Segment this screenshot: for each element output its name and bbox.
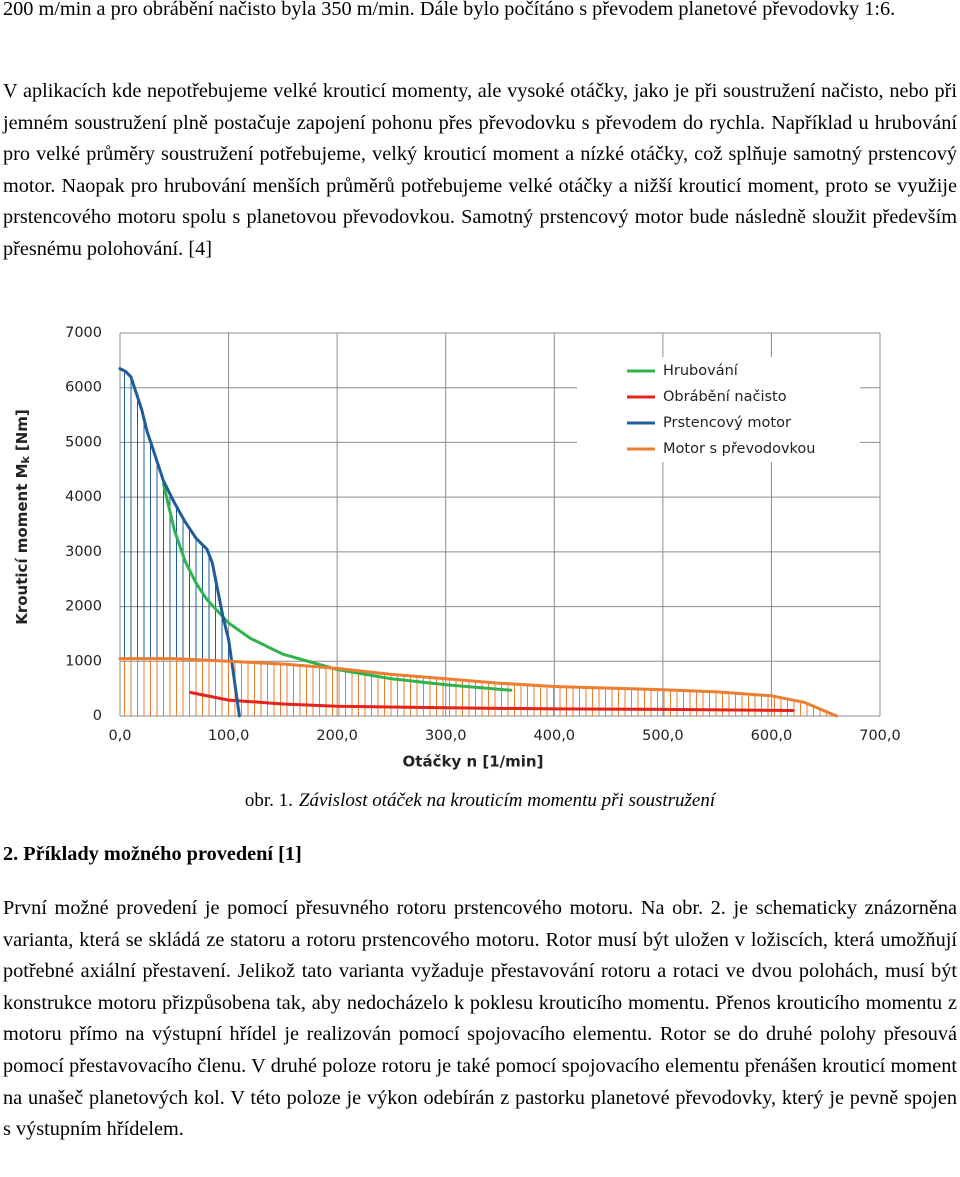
y-tick-label: 2000 [65, 599, 102, 615]
series-line [118, 367, 241, 718]
y-tick-label: 1000 [65, 653, 102, 669]
y-tick-label: 7000 [65, 325, 102, 341]
x-tick-label: 100,0 [208, 728, 250, 744]
legend-label: Obrábění načisto [663, 389, 787, 405]
y-tick-label: 0 [93, 708, 102, 724]
y-axis-title: Krouticí moment Mk [Nm] [13, 409, 33, 625]
y-tick-label: 3000 [65, 544, 102, 560]
series-line [161, 482, 513, 692]
series-line [118, 657, 839, 718]
figure-caption: obr. 1. Závislost otáček na krouticím mom… [0, 790, 960, 812]
y-tick-label: 5000 [65, 434, 102, 450]
x-tick-label: 0,0 [108, 728, 131, 744]
legend-box [577, 357, 860, 462]
legend-label: Hrubování [663, 363, 739, 379]
x-tick-label: 500,0 [642, 728, 684, 744]
y-axis-title-subscript: k [19, 455, 32, 463]
y-tick-label: 6000 [65, 380, 102, 396]
paragraph: 200 m/min a pro obrábění načisto byla 35… [3, 0, 896, 20]
legend-label: Prstencový motor [663, 415, 791, 431]
paragraph: První možné provedení je pomocí přesuvné… [3, 897, 957, 1141]
y-tick-label: 4000 [65, 489, 102, 505]
legend-label: Motor s převodovkou [663, 441, 816, 457]
y-axis-title-part: Krouticí moment M [13, 463, 31, 624]
caption-text: Závislost otáček na krouticím momentu př… [298, 790, 716, 811]
section-heading: 2. Příklady možného provedení [1] [3, 843, 302, 865]
x-tick-label: 400,0 [534, 728, 576, 744]
paragraph: V aplikacích kde nepotřebujeme velké kro… [3, 80, 957, 260]
chart: 0 1000 2000 3000 4000 5000 6000 7000 0,0 100,0 200… [13, 325, 901, 771]
x-axis-title: Otáčky n [1/min] [403, 753, 544, 771]
y-axis-title-unit: [Nm] [13, 409, 31, 451]
x-tick-label: 700,0 [859, 728, 901, 744]
x-tick-label: 300,0 [425, 728, 467, 744]
x-tick-label: 600,0 [751, 728, 793, 744]
caption-label: obr. 1. [244, 790, 293, 811]
x-tick-label: 200,0 [316, 728, 358, 744]
